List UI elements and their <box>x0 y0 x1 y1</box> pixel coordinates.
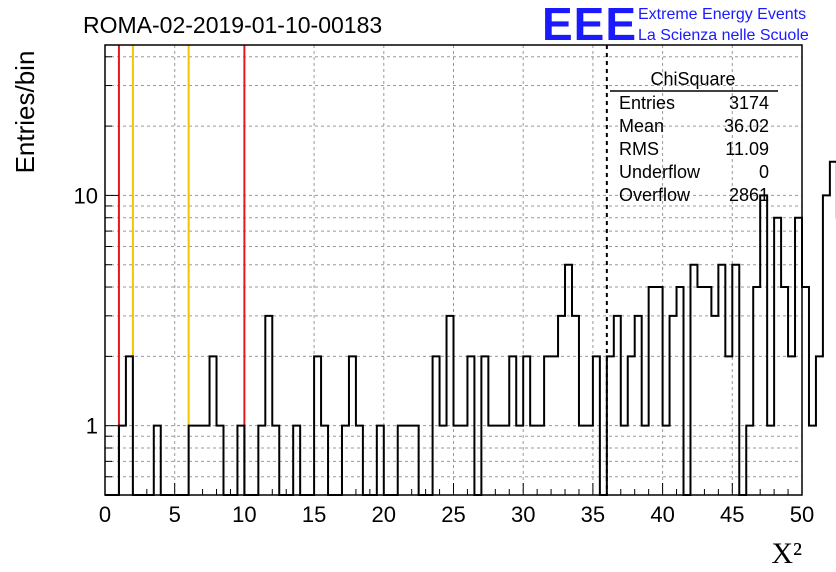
run-title: ROMA-02-2019-01-10-00183 <box>83 12 382 38</box>
eee-subtitle-line2: La Scienza nelle Scuole <box>638 27 809 44</box>
eee-subtitle-line1: Extreme Energy Events <box>638 6 806 23</box>
x-tick-label: 50 <box>790 502 814 527</box>
stats-label: RMS <box>619 139 659 159</box>
y-tick-label: 1 <box>86 414 98 439</box>
x-tick-label: 40 <box>650 502 674 527</box>
tick-labels: 0 5 10 15 20 25 30 35 40 45 50 1 10 <box>74 183 815 527</box>
histogram-line <box>105 160 836 496</box>
y-axis-label: Entries/bin <box>10 51 40 174</box>
stats-value: 2861 <box>729 185 769 205</box>
x-tick-label: 25 <box>441 502 465 527</box>
stats-label: Entries <box>619 93 675 113</box>
axes <box>104 44 803 496</box>
y-tick-label: 10 <box>74 183 98 208</box>
x-tick-label: 10 <box>232 502 256 527</box>
x-tick-label: 30 <box>511 502 535 527</box>
stats-value: 3174 <box>729 93 769 113</box>
x-tick-label: 35 <box>581 502 605 527</box>
stats-box: ChiSquare Entries 3174 Mean 36.02 RMS 11.09 Un… <box>610 69 778 205</box>
stats-value: 36.02 <box>724 116 769 136</box>
x-axis-label: X² <box>771 537 802 570</box>
stats-title: ChiSquare <box>650 69 735 89</box>
stats-label: Overflow <box>619 185 691 205</box>
stats-value: 11.09 <box>725 139 769 159</box>
stats-label: Underflow <box>619 162 701 182</box>
reference-lines <box>117 45 608 495</box>
stats-rows: Entries 3174 Mean 36.02 RMS 11.09 Underflow 0 Ov… <box>619 93 769 205</box>
x-tick-label: 15 <box>302 502 326 527</box>
x-tick-label: 20 <box>372 502 396 527</box>
stats-value: 0 <box>759 162 769 182</box>
x-tick-label: 0 <box>99 502 111 527</box>
x-tick-label: 45 <box>720 502 744 527</box>
x-tick-label: 5 <box>169 502 181 527</box>
eee-logo: EEE Extreme Energy Events La Scienza nel… <box>542 0 809 50</box>
stats-label: Mean <box>619 116 664 136</box>
eee-logo-text: EEE <box>542 0 637 50</box>
